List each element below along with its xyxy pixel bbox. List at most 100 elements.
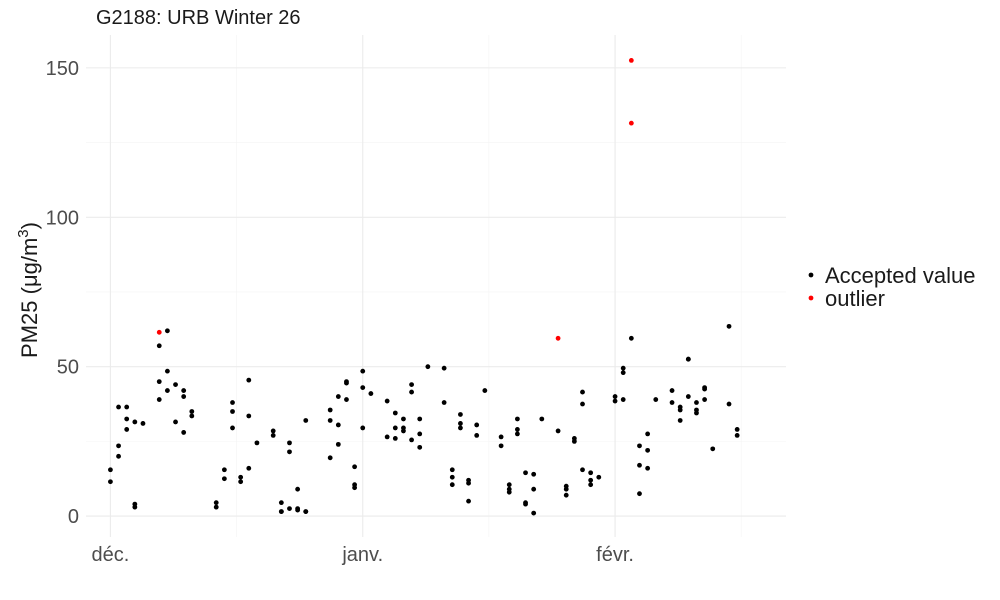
grid	[86, 35, 786, 537]
data-point	[588, 482, 594, 488]
data-point	[116, 453, 121, 459]
y-tick-label: 50	[57, 357, 79, 379]
data-point	[645, 447, 651, 453]
data-point	[384, 434, 390, 440]
data-point	[458, 412, 463, 417]
data-point	[270, 428, 276, 434]
data-point	[401, 428, 406, 434]
data-point	[409, 437, 414, 443]
data-point	[278, 500, 284, 506]
data-point	[221, 476, 227, 482]
data-point	[360, 368, 366, 374]
y-tick-label: 100	[46, 207, 79, 229]
data-point	[344, 379, 349, 385]
data-point	[238, 474, 244, 480]
data-point	[156, 343, 162, 349]
data-point	[669, 388, 675, 393]
data-point	[287, 506, 292, 512]
data-point	[246, 465, 252, 471]
data-point	[734, 433, 740, 438]
data-point	[514, 431, 520, 437]
data-point	[230, 409, 235, 414]
data-point	[726, 401, 732, 407]
data-point	[303, 418, 309, 423]
data-point	[458, 421, 463, 426]
data-point	[531, 486, 537, 492]
data-point	[164, 388, 170, 393]
data-point	[417, 416, 423, 422]
data-point	[580, 389, 585, 395]
data-point	[506, 489, 512, 495]
data-point	[458, 425, 463, 431]
data-point	[213, 504, 219, 510]
data-point	[254, 440, 260, 446]
data-point	[645, 465, 651, 471]
data-point	[620, 365, 626, 371]
data-point	[482, 388, 488, 393]
data-point	[596, 474, 602, 480]
data-point	[221, 467, 227, 473]
data-point	[653, 397, 659, 402]
data-point	[392, 410, 398, 416]
data-point	[392, 425, 398, 431]
data-point	[694, 410, 699, 416]
data-point	[514, 427, 520, 432]
data-point	[514, 416, 520, 422]
data-point	[710, 446, 716, 452]
data-point	[531, 510, 537, 516]
data-point	[466, 480, 471, 486]
data-point	[628, 120, 634, 126]
y-tick-label: 0	[68, 506, 79, 528]
series-accepted-value	[108, 323, 740, 516]
data-point	[685, 356, 691, 362]
data-point	[287, 440, 292, 446]
data-point	[588, 470, 594, 476]
data-point	[506, 482, 512, 488]
data-point	[392, 435, 398, 441]
data-point	[449, 474, 455, 480]
data-point	[441, 365, 447, 371]
data-point	[563, 486, 569, 492]
data-point	[327, 407, 333, 413]
legend-key	[808, 272, 814, 278]
data-point	[498, 443, 504, 449]
data-point	[303, 509, 309, 515]
data-point	[238, 479, 244, 485]
data-point	[344, 397, 349, 402]
legend-label: outlier	[825, 286, 885, 311]
data-point	[441, 400, 447, 405]
data-point	[498, 434, 504, 440]
data-point	[588, 477, 594, 483]
data-point	[173, 382, 178, 388]
data-point	[164, 368, 170, 374]
data-point	[124, 427, 130, 432]
legend-label: Accepted value	[825, 263, 975, 288]
data-point	[734, 427, 740, 432]
data-point	[189, 409, 195, 414]
data-point	[669, 400, 675, 405]
data-point	[685, 394, 691, 399]
data-point	[539, 416, 545, 422]
data-point	[523, 501, 528, 507]
data-point	[108, 479, 113, 485]
data-point	[181, 394, 187, 399]
data-point	[677, 418, 683, 423]
data-point	[246, 377, 252, 383]
data-point	[628, 335, 634, 341]
data-point	[230, 400, 235, 405]
data-point	[287, 449, 292, 455]
data-point	[335, 422, 341, 428]
data-point	[116, 443, 121, 449]
y-tick-label: 150	[46, 58, 79, 80]
data-point	[449, 482, 455, 488]
data-point	[140, 421, 146, 426]
data-point	[702, 386, 708, 392]
data-point	[637, 462, 642, 468]
data-point	[156, 379, 162, 385]
data-point	[555, 428, 561, 434]
series-outlier	[156, 57, 634, 341]
data-point	[449, 467, 455, 473]
data-point	[417, 431, 423, 437]
data-point	[164, 328, 170, 334]
y-axis-title: PM25 (μg/m3)	[15, 222, 42, 358]
